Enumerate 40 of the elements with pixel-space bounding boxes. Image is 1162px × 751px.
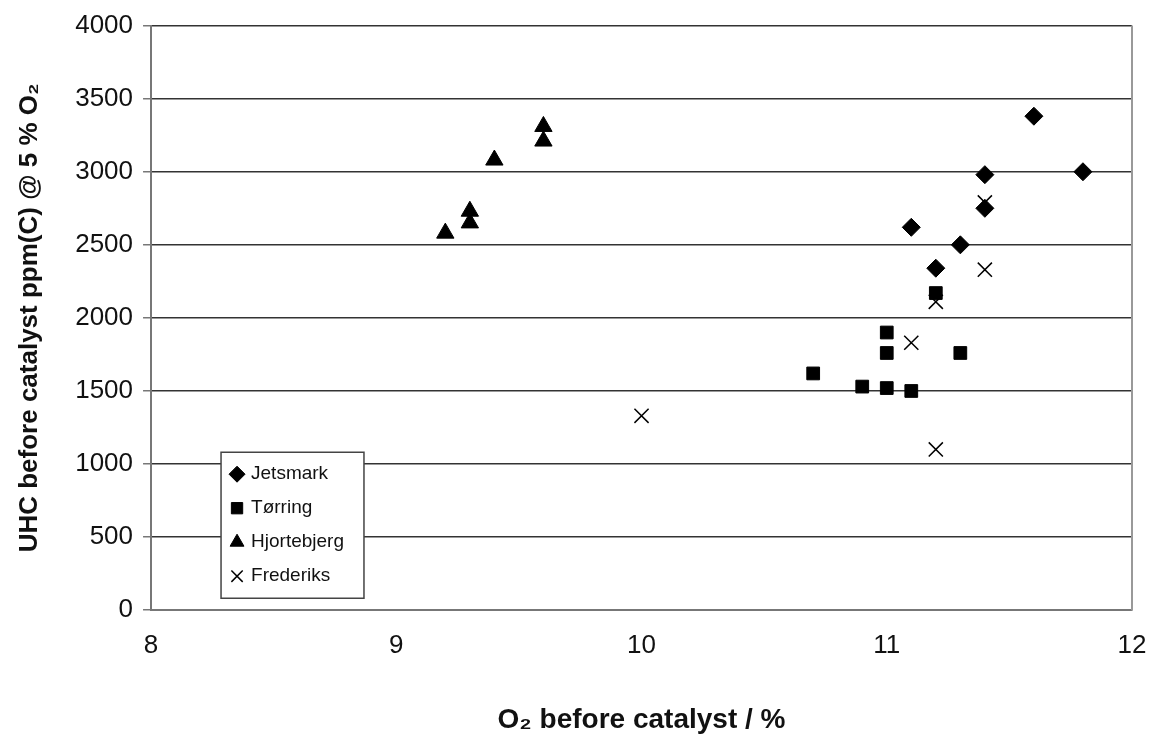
y-tick-label: 3000 <box>75 154 134 185</box>
point <box>879 346 894 360</box>
y-tick-label: 3500 <box>75 81 134 112</box>
x-tick-label: 10 <box>627 628 656 659</box>
point <box>1073 162 1093 182</box>
x-tick-label: 9 <box>389 628 404 659</box>
y-tick-label: 4000 <box>75 8 134 39</box>
point <box>879 381 894 395</box>
point <box>975 198 995 218</box>
point <box>928 286 943 300</box>
x-tick-label: 8 <box>143 628 159 659</box>
y-tick-label: 500 <box>89 520 134 551</box>
point <box>855 379 870 394</box>
point <box>901 217 921 237</box>
y-tick-label: 1500 <box>75 374 134 405</box>
y-tick-label: 1000 <box>75 447 134 478</box>
point <box>903 334 920 351</box>
legend-label: Jetsmark <box>251 462 329 484</box>
point <box>950 235 970 255</box>
y-tick-label: 2500 <box>75 228 134 258</box>
y-axis-title: UHC before catalyst ppm(C) @ 5 % O₂ <box>12 83 43 553</box>
y-tick-label: 2000 <box>75 301 134 332</box>
legend-label: Frederiks <box>251 564 331 586</box>
point <box>977 261 993 278</box>
legend-label: Hjortebjerg <box>251 530 344 552</box>
x-axis-title: O₂ before catalyst / % <box>497 702 786 734</box>
y-tick-label: 0 <box>118 593 134 624</box>
legend-label: Tørring <box>251 496 313 518</box>
point <box>904 384 919 398</box>
point <box>879 325 894 340</box>
point <box>927 441 944 458</box>
point <box>927 294 944 310</box>
x-tick-label: 12 <box>1117 628 1147 659</box>
x-tick-label: 11 <box>873 628 901 659</box>
point <box>926 258 946 278</box>
point <box>633 408 650 424</box>
point <box>806 366 821 381</box>
point <box>975 165 995 185</box>
point <box>1024 106 1044 126</box>
point <box>953 346 968 360</box>
